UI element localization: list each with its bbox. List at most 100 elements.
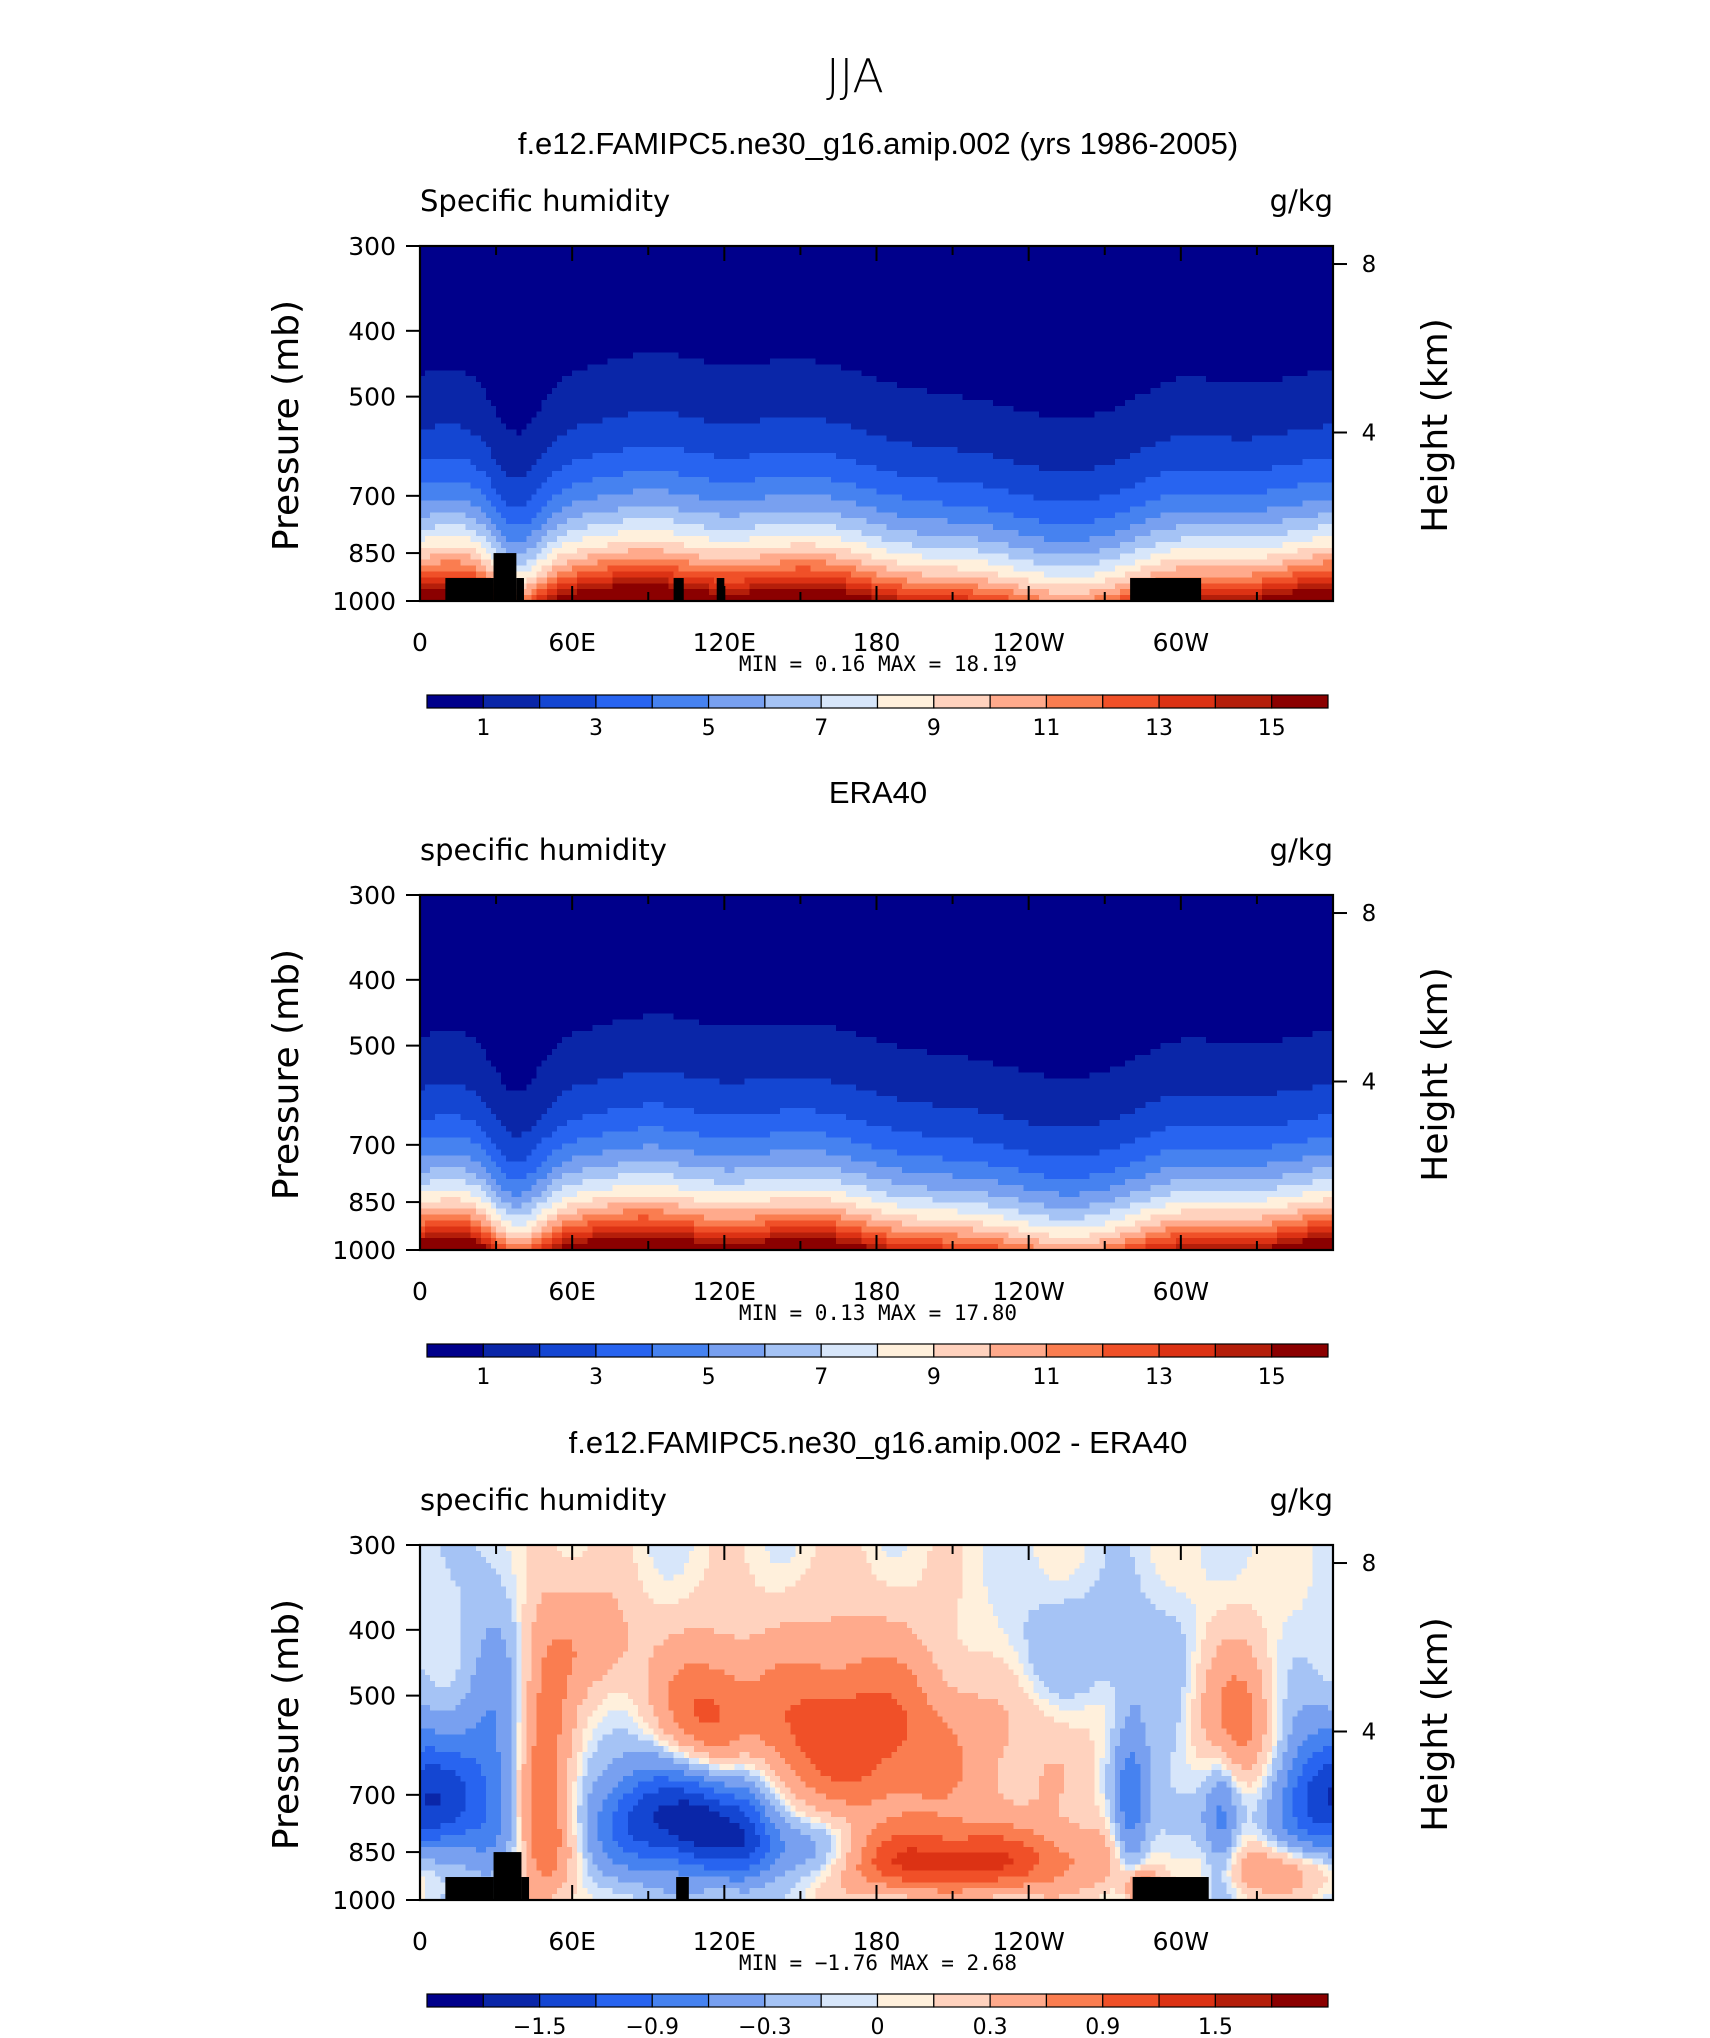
contour-cell (693, 346, 700, 354)
contour-cell (496, 311, 502, 318)
contour-cell (455, 340, 462, 348)
contour-cell (698, 281, 705, 289)
contour-cell (551, 488, 558, 496)
contour-cell (577, 417, 583, 425)
contour-cell (531, 281, 538, 289)
contour-cell (835, 417, 842, 425)
contour-cell (724, 287, 730, 294)
contour-cell (775, 459, 781, 466)
contour-cell (460, 541, 467, 549)
contour-cell (714, 488, 720, 496)
contour-cell (744, 382, 751, 389)
contour-cell (597, 512, 604, 519)
contour-cell (739, 571, 746, 578)
contour-cell (562, 482, 568, 490)
contour-cell (810, 595, 817, 602)
contour-cell (693, 399, 700, 407)
contour-cell (688, 453, 695, 460)
contour-cell (633, 464, 639, 472)
contour-cell (714, 565, 720, 573)
contour-cell (835, 399, 842, 407)
contour-cell (835, 293, 842, 300)
contour-cell (663, 370, 670, 377)
contour-cell (805, 530, 812, 537)
contour-cell (511, 269, 517, 277)
contour-cell (612, 370, 619, 377)
contour-cell (749, 589, 756, 596)
contour-cell (754, 447, 761, 454)
contour-cell (769, 322, 776, 330)
contour-cell (607, 512, 614, 519)
contour-cell (790, 453, 796, 460)
contour-cell (496, 299, 502, 306)
contour-cell (678, 299, 685, 306)
contour-cell (470, 352, 477, 360)
contour-cell (780, 311, 786, 318)
contour-cell (450, 317, 457, 324)
contour-cell (612, 494, 619, 502)
contour-cell (516, 251, 523, 259)
contour-cell (617, 251, 624, 259)
contour-cell (430, 583, 436, 590)
contour-cell (465, 358, 472, 365)
contour-cell (511, 257, 517, 265)
contour-cell (546, 287, 553, 294)
contour-cell (693, 305, 700, 312)
contour-cell (526, 453, 533, 460)
contour-cell (683, 506, 690, 513)
contour-cell (790, 488, 796, 496)
contour-cell (719, 423, 725, 431)
contour-cell (830, 399, 837, 407)
contour-cell (729, 482, 736, 490)
contour-cell (673, 541, 680, 549)
contour-cell (496, 453, 502, 460)
contour-cell (805, 459, 812, 466)
contour-cell (506, 382, 512, 389)
contour-cell (704, 251, 710, 259)
contour-cell (698, 263, 705, 271)
contour-cell (678, 559, 685, 567)
contour-cell (815, 358, 822, 365)
contour-cell (496, 370, 502, 377)
contour-cell (582, 322, 588, 330)
contour-cell (719, 500, 725, 507)
contour-cell (693, 506, 700, 513)
contour-cell (759, 393, 766, 401)
contour-cell (562, 246, 568, 253)
contour-cell (435, 417, 441, 425)
contour-cell (810, 488, 817, 496)
contour-cell (420, 317, 426, 324)
contour-cell (607, 494, 614, 502)
contour-cell (425, 358, 431, 365)
contour-cell (617, 423, 624, 431)
contour-cell (562, 535, 568, 543)
contour-cell (541, 257, 548, 265)
contour-cell (698, 488, 705, 496)
contour-cell (719, 524, 725, 531)
contour-cell (714, 553, 720, 561)
contour-cell (658, 464, 665, 472)
contour-cell (775, 435, 781, 442)
contour-cell (425, 500, 431, 507)
contour-cell (567, 423, 573, 431)
contour-cell (531, 518, 538, 525)
contour-cell (835, 393, 842, 401)
contour-cell (425, 559, 431, 567)
contour-cell (536, 541, 543, 549)
contour-cell (501, 257, 507, 265)
contour-cell (435, 470, 441, 478)
contour-cell (693, 417, 700, 425)
contour-cell (744, 482, 751, 490)
contour-cell (475, 441, 482, 448)
contour-cell (450, 382, 457, 389)
contour-cell (719, 453, 725, 460)
contour-cell (658, 257, 665, 265)
contour-cell (830, 263, 837, 271)
contour-cell (541, 393, 548, 401)
contour-cell (556, 530, 563, 537)
contour-cell (567, 246, 573, 253)
contour-cell (622, 553, 629, 561)
contour-cell (430, 370, 436, 377)
contour-cell (572, 388, 578, 395)
contour-cell (775, 535, 781, 543)
